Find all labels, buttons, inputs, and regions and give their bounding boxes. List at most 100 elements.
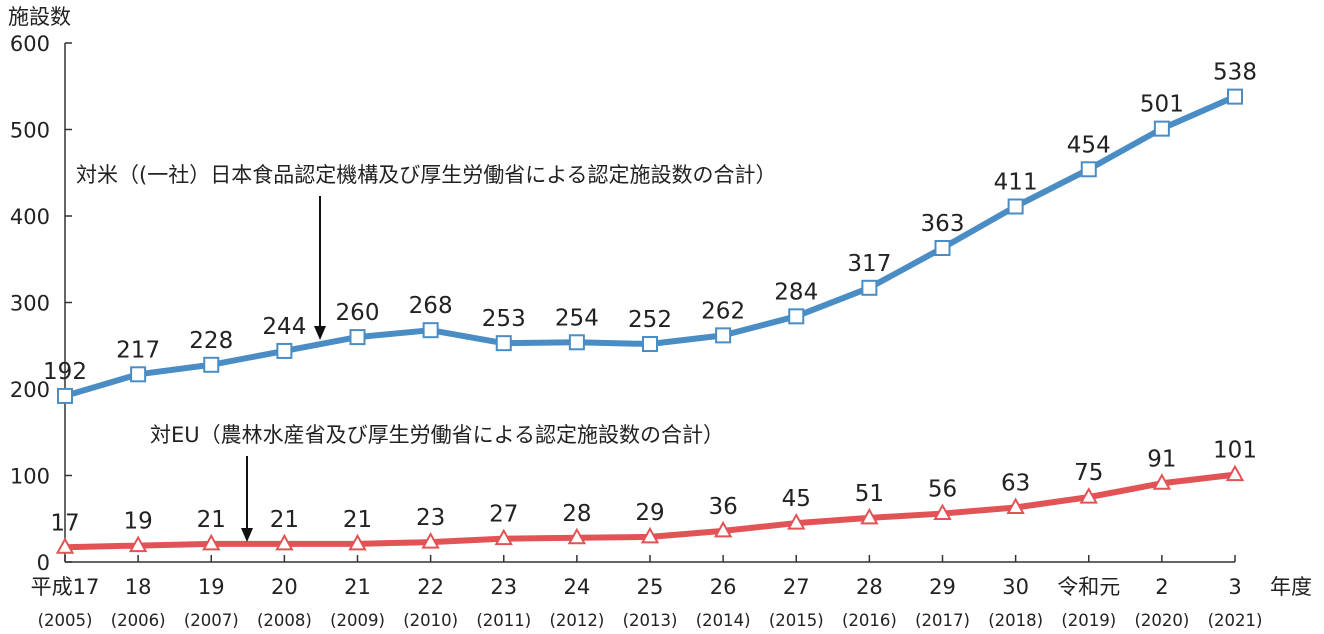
- eu-data-point: [202, 533, 221, 551]
- us-data-point: [203, 356, 220, 373]
- x-tick-sublabel: (2010): [403, 611, 458, 630]
- us-data-point: [495, 335, 512, 352]
- eu-data-point: [1079, 487, 1098, 504]
- us-data-label: 192: [43, 359, 87, 385]
- us-data-label: 244: [262, 314, 306, 340]
- x-tick-sublabel: (2012): [549, 611, 604, 630]
- x-tick-sublabel: (2009): [330, 611, 385, 630]
- eu-data-label: 36: [708, 494, 737, 520]
- eu-data-point: [713, 520, 733, 538]
- eu-data-label: 29: [635, 500, 664, 526]
- us-data-point: [422, 322, 439, 339]
- us-data-point: [642, 336, 658, 353]
- us-series-annotation: 対米（(一社）日本食品認定機構及び厚生労働省による認定施設数の合計）: [76, 163, 777, 187]
- us-data-label: 411: [994, 169, 1038, 195]
- us-data-label: 260: [336, 300, 380, 326]
- us-data-point: [568, 334, 585, 351]
- us-data-point: [861, 279, 878, 296]
- us-data-point: [130, 366, 147, 383]
- eu-data-label: 21: [270, 507, 299, 533]
- eu-data-point: [55, 537, 75, 554]
- y-axis: 0 100 200 300 400 500 600: [10, 32, 72, 575]
- y-axis-title: 施設数: [8, 5, 71, 29]
- x-tick-sublabel: (2021): [1208, 611, 1263, 630]
- x-tick-sublabel: (2008): [257, 611, 312, 630]
- us-annotation-arrow: [314, 196, 326, 340]
- us-data-point: [715, 327, 732, 344]
- y-tick-label: 100: [10, 465, 50, 489]
- eu-data-label: 23: [416, 505, 445, 531]
- us-data-point: [57, 387, 73, 404]
- eu-data-point: [1006, 497, 1025, 515]
- x-tick-sublabel: (2017): [915, 611, 970, 630]
- eu-data-label: 21: [343, 507, 372, 533]
- us-data-label: 317: [847, 251, 891, 277]
- x-axis-title: 年度: [1270, 575, 1312, 599]
- us-data-label: 217: [116, 337, 160, 363]
- eu-data-label: 17: [50, 510, 79, 536]
- eu-data-point: [787, 513, 806, 530]
- x-tick-sublabel: (2020): [1134, 611, 1189, 630]
- x-tick-sublabel: (2015): [769, 611, 824, 630]
- us-data-label: 253: [482, 306, 526, 332]
- eu-data-point: [348, 533, 367, 551]
- eu-data-label: 63: [1001, 471, 1030, 497]
- eu-data-label: 91: [1147, 446, 1176, 472]
- us-data-label: 454: [1067, 132, 1111, 158]
- us-data-point: [349, 329, 366, 346]
- x-tick-label: 2: [1155, 575, 1168, 599]
- us-data-label: 501: [1140, 92, 1184, 118]
- x-tick-sublabel: (2006): [111, 611, 166, 630]
- eu-data-point: [933, 503, 952, 521]
- eu-data-point: [567, 527, 587, 545]
- y-tick-label: 600: [10, 32, 50, 56]
- x-tick-label: 18: [125, 575, 152, 599]
- y-tick-label: 400: [10, 205, 50, 229]
- eu-data-label: 56: [928, 477, 957, 503]
- us-data-label: 254: [555, 305, 599, 331]
- us-data-point: [1080, 161, 1097, 178]
- eu-data-label: 101: [1213, 438, 1257, 464]
- eu-data-point: [494, 528, 513, 546]
- x-tick-sublabel: (2019): [1061, 611, 1116, 630]
- x-tick-sublabel: (2007): [184, 611, 239, 630]
- y-tick-label: 500: [10, 119, 50, 143]
- x-tick-sublabel: (2011): [476, 611, 531, 630]
- series-layer: [55, 88, 1245, 554]
- eu-data-point: [860, 507, 879, 525]
- x-tick-sublabel: (2014): [696, 611, 751, 630]
- data-labels-layer: 192 217 228 244 260 268 253 254 252 262 284 317 363 4…: [43, 60, 1257, 537]
- eu-data-label: 45: [782, 486, 811, 512]
- us-data-point: [788, 308, 805, 325]
- x-tick-label: 21: [344, 575, 371, 599]
- x-tick-sublabel: (2005): [38, 611, 93, 630]
- x-tick-label: 29: [929, 575, 956, 599]
- eu-data-label: 21: [197, 507, 226, 533]
- us-data-label: 363: [921, 211, 965, 237]
- eu-data-label: 28: [562, 501, 591, 527]
- y-tick-label: 0: [37, 551, 50, 575]
- x-tick-label: 19: [198, 575, 225, 599]
- eu-data-label: 27: [489, 502, 518, 528]
- eu-data-label: 75: [1074, 460, 1103, 486]
- eu-series-annotation: 対EU（農林水産省及び厚生労働省による認定施設数の合計）: [150, 423, 724, 447]
- us-data-point: [276, 342, 293, 359]
- us-data-label: 538: [1213, 60, 1257, 86]
- eu-data-point: [275, 533, 294, 551]
- eu-data-point: [640, 526, 660, 544]
- eu-data-point: [1225, 464, 1245, 482]
- x-tick-label: 24: [564, 575, 591, 599]
- us-data-label: 228: [189, 328, 233, 354]
- x-tick-label: 25: [637, 575, 664, 599]
- us-data-point: [1227, 88, 1243, 105]
- eu-data-point: [421, 532, 440, 549]
- eu-annotation-arrow: [241, 456, 253, 542]
- eu-data-label: 51: [855, 481, 884, 507]
- x-tick-label: 平成17: [31, 575, 100, 599]
- eu-data-point: [128, 535, 148, 553]
- us-data-label: 252: [628, 307, 672, 333]
- y-tick-label: 300: [10, 292, 50, 316]
- x-tick-sublabel: (2016): [842, 611, 897, 630]
- x-tick-label: 27: [783, 575, 810, 599]
